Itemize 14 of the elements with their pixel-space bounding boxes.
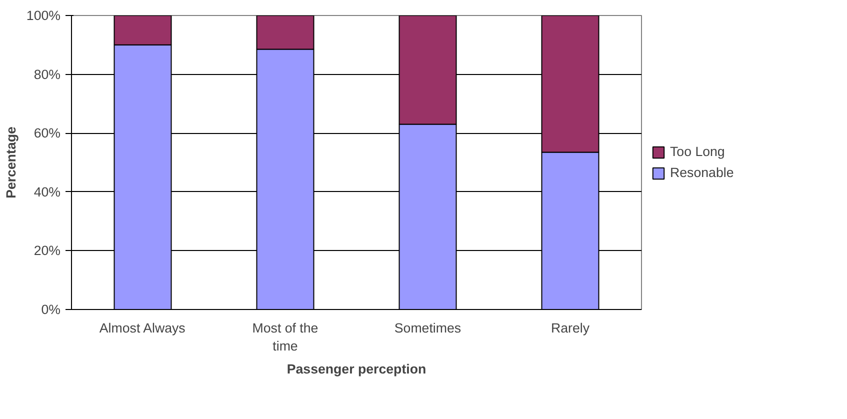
legend-label: Too Long: [670, 144, 725, 159]
y-tick-label: 80%: [34, 66, 61, 82]
x-tick-label: Rarely: [550, 320, 590, 336]
x-axis-title: Passenger perception: [286, 362, 426, 376]
y-tick-label: 40%: [34, 184, 61, 200]
y-axis-title: Percentage: [3, 126, 18, 198]
x-tick-label: Almost Always: [99, 320, 186, 336]
y-tick-label: 0%: [41, 302, 61, 317]
legend-label: Resonable: [670, 165, 734, 180]
x-tick-label: Sometimes: [394, 320, 462, 336]
y-tick-label: 100%: [26, 8, 61, 23]
y-tick-label: 60%: [34, 126, 61, 141]
y-tick-label: 20%: [34, 243, 61, 258]
x-tick-label: Most of the time: [252, 320, 318, 354]
